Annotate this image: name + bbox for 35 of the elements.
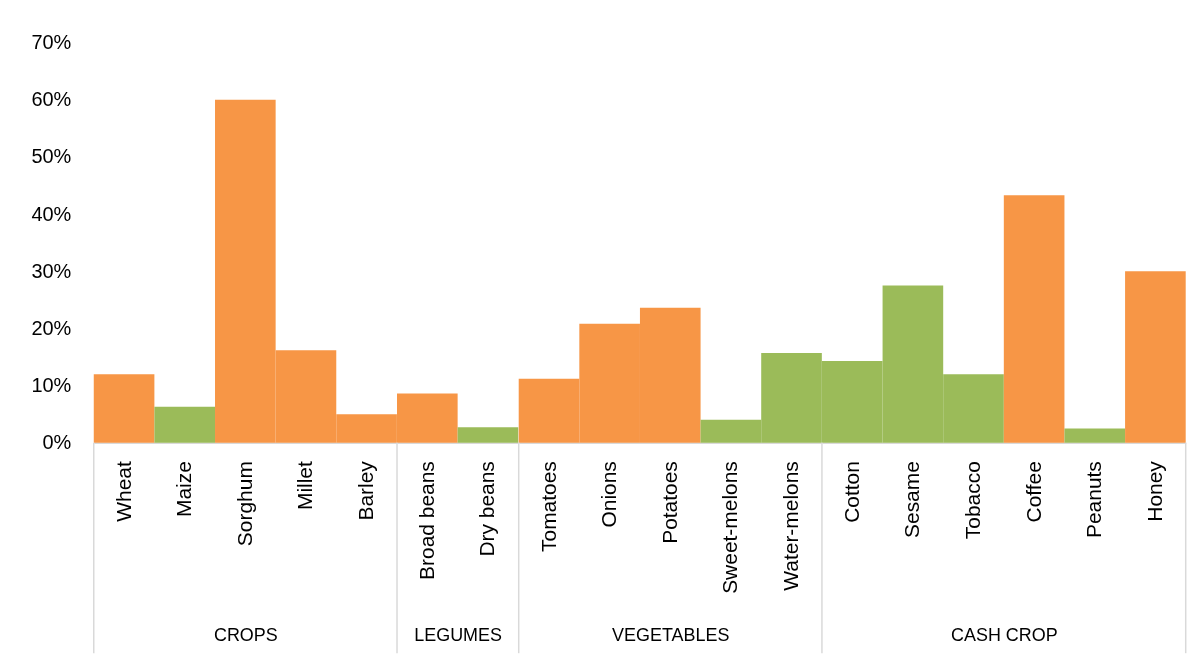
x-tick-label: Dry beans [475, 461, 499, 557]
y-tick-label: 10% [31, 374, 72, 397]
x-tick-label: Barley [354, 460, 378, 521]
x-axis-title: LEGUMES [414, 624, 503, 645]
x-tick-label: Honey [1142, 460, 1166, 522]
x-tick-label: Tobacco [960, 461, 984, 540]
x-tick-label: Maize [172, 461, 196, 518]
x-tick-label: Sesame [900, 461, 924, 538]
x-tick-label: Sorghum [232, 461, 256, 547]
bar [154, 406, 216, 443]
y-tick-label: 70% [31, 31, 72, 54]
x-tick-label: Cotton [839, 461, 863, 523]
x-tick-label: Broad beans [414, 461, 438, 580]
x-tick-label: Coffee [1021, 461, 1045, 523]
x-tick-label: Peanuts [1082, 461, 1106, 539]
x-tick-label: Onions [597, 461, 621, 528]
y-tick-label: 40% [31, 202, 72, 225]
x-tick-label: Water-melons [779, 461, 803, 591]
x-axis-title: CASH CROP [950, 624, 1058, 645]
bar [1064, 428, 1126, 443]
y-tick-label: 20% [31, 316, 72, 339]
x-axis-title: CROPS [213, 624, 278, 645]
bar [1125, 271, 1186, 443]
x-tick-label: Potatoes [657, 461, 681, 544]
y-tick-label: 50% [31, 145, 72, 168]
x-tick-label: Wheat [111, 460, 135, 522]
y-tick-label: 0% [42, 431, 72, 454]
x-tick-label: Sweet-melons [718, 461, 742, 594]
y-tick-label: 30% [31, 259, 72, 282]
x-tick-label: Tomatoes [536, 461, 560, 552]
x-tick-label: Millet [293, 460, 317, 511]
bar [93, 374, 155, 443]
x-axis-title: VEGETABLES [612, 624, 730, 645]
bar [1003, 195, 1065, 443]
y-tick-label: 60% [31, 88, 72, 111]
